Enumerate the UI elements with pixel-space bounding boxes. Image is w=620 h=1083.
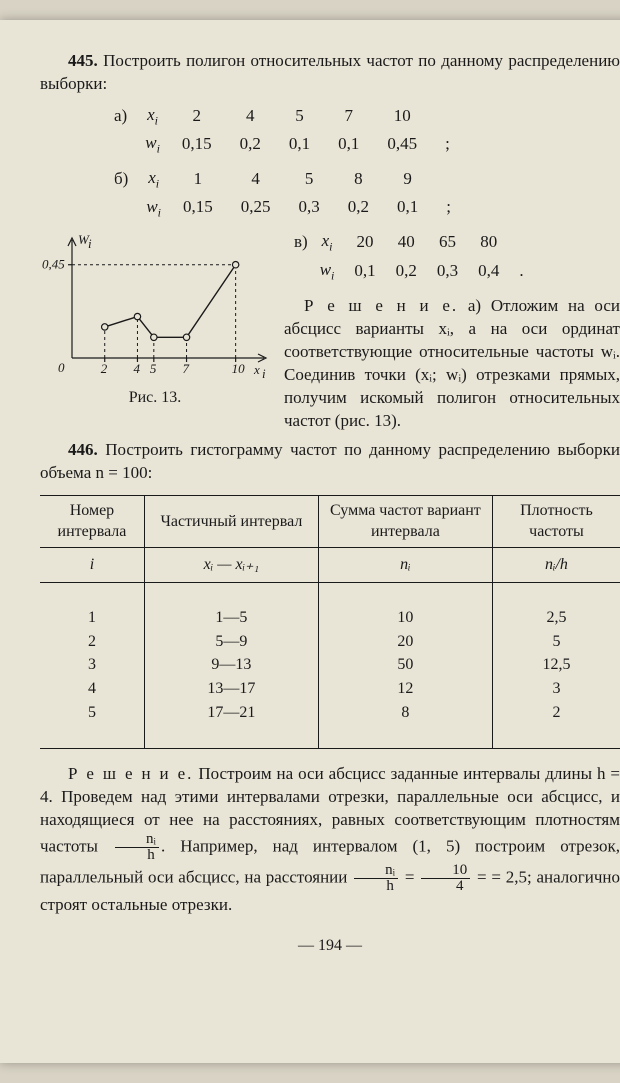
solution-446: Р е ш е н и е. Построим на оси абсцисс з… — [40, 763, 620, 917]
figure-caption: Рис. 13. — [40, 387, 270, 409]
problem-text: Построить полигон относительных частот п… — [40, 51, 620, 93]
fraction-ni-h-2: nᵢ h — [354, 863, 398, 894]
problem-number: 446. — [68, 440, 98, 459]
svg-text:x: x — [253, 362, 260, 377]
svg-text:2: 2 — [101, 361, 108, 376]
svg-text:5: 5 — [150, 361, 157, 376]
data-table-a: а) xi 2 4 5 7 10 wi 0,15 0,2 0,1 0,1 0,4… — [100, 102, 464, 159]
page-number: — 194 — — [40, 935, 620, 957]
polygon-chart: 0,45Wixi0245710 — [40, 232, 270, 382]
svg-text:7: 7 — [183, 361, 190, 376]
svg-text:i: i — [88, 236, 92, 251]
problem-446: 446. Построить гистограмму частот по дан… — [40, 439, 620, 485]
data-table-c: в) xi 20 40 65 80 wi 0,1 0,2 0,3 0,4 . — [284, 228, 534, 285]
problem-text: Построить гистограмму частот по данному … — [40, 440, 620, 482]
svg-text:0,45: 0,45 — [42, 257, 65, 272]
fraction-ni-h: nᵢ h — [115, 832, 159, 863]
table-row: 413—17123 — [40, 677, 620, 701]
table-row: 11—5102,5 — [40, 606, 620, 630]
data-table-b: б) xi 1 4 5 8 9 wi 0,15 0,25 0,3 0,2 0,1… — [100, 165, 465, 222]
table-row: 25—9205 — [40, 630, 620, 654]
figure-13: 0,45Wixi0245710 Рис. 13. — [40, 232, 270, 409]
problem-number: 445. — [68, 51, 98, 70]
fraction-10-4: 10 4 — [421, 863, 470, 894]
svg-text:i: i — [262, 366, 266, 381]
table-row: 39—135012,5 — [40, 653, 620, 677]
table-row: 517—2182 — [40, 701, 620, 725]
svg-text:10: 10 — [232, 361, 246, 376]
svg-text:0: 0 — [58, 360, 65, 375]
svg-text:4: 4 — [133, 361, 140, 376]
histogram-data-table: Номер интервала Частичный интервал Сумма… — [40, 495, 620, 749]
problem-445: 445. Построить полигон относительных час… — [40, 50, 620, 96]
